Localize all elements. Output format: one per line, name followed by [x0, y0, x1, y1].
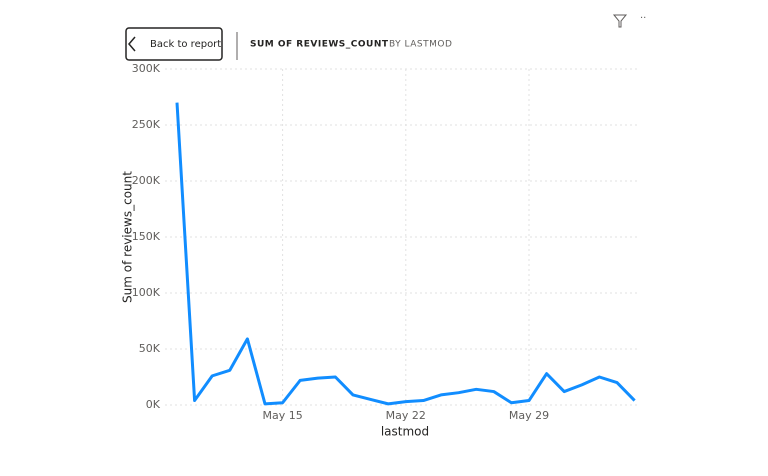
y-tick-label: 0K: [146, 398, 161, 411]
filter-icon[interactable]: [612, 14, 628, 28]
y-tick-label: 250K: [132, 118, 161, 131]
x-tick-label: May 22: [386, 409, 426, 422]
y-tick-label: 50K: [139, 342, 161, 355]
back-label[interactable]: Back to report: [150, 39, 221, 50]
chart-title: SUM OF REVIEWS_COUNT: [250, 40, 389, 50]
x-axis-label: lastmod: [381, 425, 429, 439]
chart-subtitle: BY LASTMOD: [389, 40, 452, 50]
back-arrow: [128, 36, 136, 52]
x-tick-label: May 29: [509, 409, 549, 422]
y-tick-label: 200K: [132, 174, 161, 187]
y-tick-label: 100K: [132, 286, 161, 299]
y-tick-label: 150K: [132, 230, 161, 243]
y-tick-label: 300K: [132, 62, 161, 75]
y-axis-label: Sum of reviews_count: [121, 171, 135, 303]
line: [175, 102, 636, 406]
x-tick-label: May 15: [262, 409, 302, 422]
back-button[interactable]: [125, 27, 223, 61]
more-icon[interactable]: ··: [640, 13, 646, 24]
